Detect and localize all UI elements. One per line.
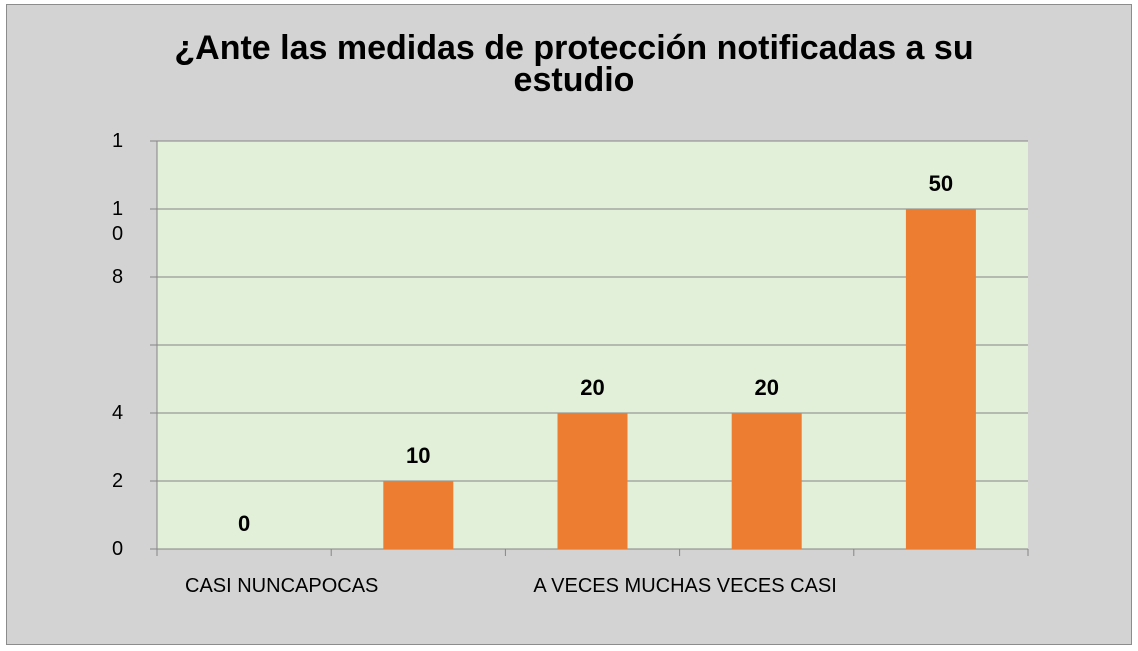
y-tick-label: 1 bbox=[112, 129, 124, 152]
bar bbox=[557, 413, 628, 549]
y-tick-label: 0 bbox=[112, 537, 124, 560]
data-label: 50 bbox=[929, 171, 953, 196]
y-tick-label: 8 bbox=[112, 265, 124, 288]
y-tick-label: 2 bbox=[112, 469, 124, 492]
chart-title: ¿Ante las medidas de protección notifica… bbox=[174, 29, 974, 99]
bar bbox=[905, 209, 976, 549]
y-tick-label: 4 bbox=[112, 401, 124, 424]
bar bbox=[383, 481, 454, 549]
data-label: 10 bbox=[406, 443, 430, 468]
data-label: 20 bbox=[754, 375, 778, 400]
data-label: 20 bbox=[580, 375, 604, 400]
data-label: 0 bbox=[238, 511, 250, 536]
y-tick-label: 1 0 bbox=[112, 197, 124, 245]
x-tick-label: CASI NUNCAPOCAS bbox=[185, 575, 378, 597]
bar bbox=[731, 413, 802, 549]
x-tick-label: A VECES MUCHAS VECES CASI bbox=[533, 575, 836, 597]
